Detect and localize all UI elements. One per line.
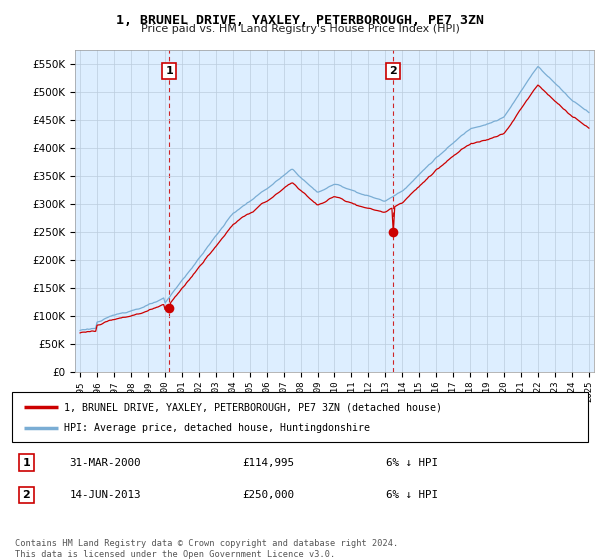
Text: 6% ↓ HPI: 6% ↓ HPI bbox=[386, 458, 439, 468]
Text: Price paid vs. HM Land Registry's House Price Index (HPI): Price paid vs. HM Land Registry's House … bbox=[140, 24, 460, 34]
FancyBboxPatch shape bbox=[12, 392, 588, 442]
Text: 2: 2 bbox=[23, 490, 30, 500]
Text: 6% ↓ HPI: 6% ↓ HPI bbox=[386, 490, 439, 500]
Text: £250,000: £250,000 bbox=[242, 490, 295, 500]
Text: 1, BRUNEL DRIVE, YAXLEY, PETERBOROUGH, PE7 3ZN (detached house): 1, BRUNEL DRIVE, YAXLEY, PETERBOROUGH, P… bbox=[64, 402, 442, 412]
Text: 31-MAR-2000: 31-MAR-2000 bbox=[70, 458, 141, 468]
Text: HPI: Average price, detached house, Huntingdonshire: HPI: Average price, detached house, Hunt… bbox=[64, 423, 370, 433]
Text: 1: 1 bbox=[23, 458, 30, 468]
Text: Contains HM Land Registry data © Crown copyright and database right 2024.
This d: Contains HM Land Registry data © Crown c… bbox=[15, 539, 398, 559]
Text: 1, BRUNEL DRIVE, YAXLEY, PETERBOROUGH, PE7 3ZN: 1, BRUNEL DRIVE, YAXLEY, PETERBOROUGH, P… bbox=[116, 14, 484, 27]
Text: 1: 1 bbox=[165, 66, 173, 76]
Text: 2: 2 bbox=[389, 66, 397, 76]
Text: £114,995: £114,995 bbox=[242, 458, 295, 468]
Text: 14-JUN-2013: 14-JUN-2013 bbox=[70, 490, 141, 500]
